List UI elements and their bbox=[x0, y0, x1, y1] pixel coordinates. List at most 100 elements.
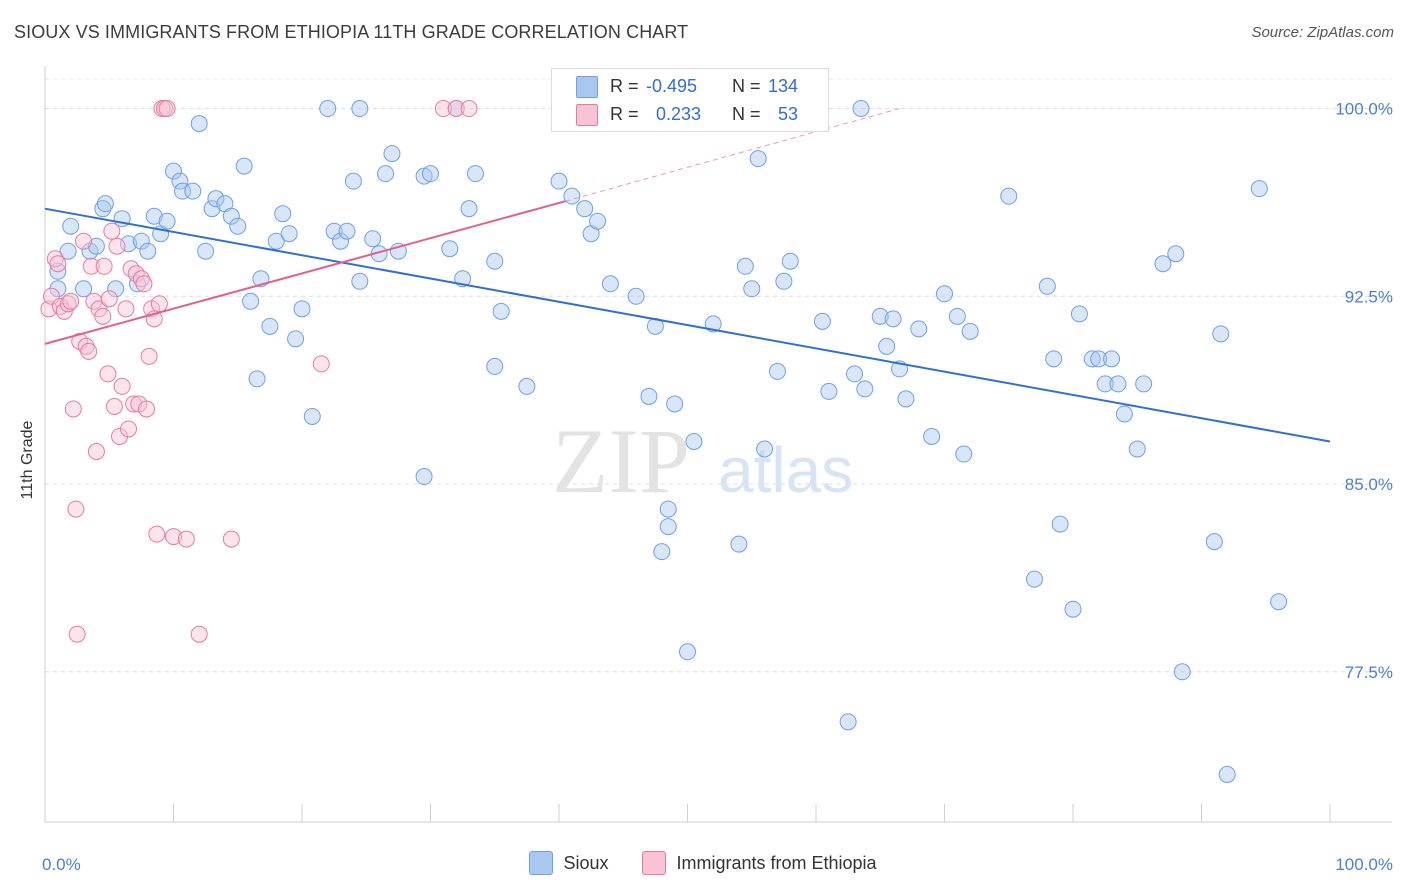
trend-lines bbox=[44, 108, 1331, 443]
sioux-point bbox=[486, 357, 504, 375]
ethiopia-point bbox=[460, 100, 478, 118]
sioux-point bbox=[730, 535, 748, 553]
sioux-point bbox=[1250, 180, 1268, 198]
ethiopia-point bbox=[158, 100, 176, 118]
sioux-point bbox=[158, 212, 176, 230]
sioux-point bbox=[936, 285, 953, 303]
sioux-point bbox=[749, 150, 767, 168]
ethiopia-point bbox=[46, 250, 64, 268]
sioux-point bbox=[743, 280, 761, 298]
sioux-point bbox=[550, 172, 568, 190]
sioux-point bbox=[871, 307, 889, 325]
sioux-point bbox=[1045, 350, 1063, 368]
sioux-point bbox=[659, 500, 677, 518]
sioux-point bbox=[441, 240, 459, 258]
sioux-point bbox=[190, 115, 208, 133]
stats-n-label: N = bbox=[732, 103, 761, 124]
sioux-point bbox=[222, 207, 240, 225]
tick-labels: 77.5% 85.0% 92.5% 100.0% 0.0% 100.0% bbox=[42, 100, 1393, 874]
ethiopia-point bbox=[447, 100, 465, 118]
sioux-point bbox=[235, 157, 253, 175]
sioux-point bbox=[492, 302, 510, 320]
ethiopia-point bbox=[135, 275, 153, 293]
legend-label-sioux: Sioux bbox=[563, 852, 609, 873]
ethiopia-point bbox=[49, 255, 67, 273]
sioux-point bbox=[165, 162, 182, 180]
sioux-point bbox=[1109, 375, 1127, 393]
sioux-point bbox=[107, 280, 125, 298]
sioux-point bbox=[627, 287, 645, 305]
ethiopia-point bbox=[138, 400, 156, 418]
ethiopia-point bbox=[105, 397, 123, 415]
stats-swatch-ethiopia bbox=[576, 104, 598, 126]
sioux-point bbox=[1212, 325, 1230, 343]
stats-r-label: R = bbox=[610, 103, 639, 124]
ethiopia-point bbox=[75, 232, 93, 250]
sioux-point bbox=[1025, 570, 1043, 588]
sioux-point bbox=[145, 207, 163, 225]
sioux-point bbox=[910, 320, 928, 338]
sioux-point bbox=[666, 395, 684, 413]
sioux-point bbox=[248, 370, 266, 388]
sioux-point bbox=[589, 212, 607, 230]
sioux-point bbox=[229, 217, 247, 235]
ethiopia-point bbox=[100, 290, 118, 308]
ethiopia-point bbox=[150, 295, 168, 313]
ethiopia-point bbox=[140, 347, 158, 365]
sioux-point bbox=[75, 280, 93, 298]
axes bbox=[44, 66, 1392, 823]
sioux-point bbox=[207, 190, 225, 208]
sioux-trend-line bbox=[44, 207, 1331, 443]
stats-r-value: 0.233 bbox=[656, 103, 702, 124]
sioux-point bbox=[303, 407, 321, 425]
sioux-point bbox=[132, 232, 150, 250]
sioux-point bbox=[332, 232, 350, 250]
sioux-point bbox=[242, 292, 260, 310]
sioux-point bbox=[1218, 765, 1236, 783]
sioux-point bbox=[377, 165, 395, 183]
sioux-point bbox=[679, 643, 696, 661]
ethiopia-point bbox=[64, 400, 82, 418]
sioux-point bbox=[1096, 375, 1114, 393]
sioux-point bbox=[1128, 440, 1146, 458]
sioux-point bbox=[1103, 350, 1121, 368]
sioux-point bbox=[756, 440, 774, 458]
sioux-point bbox=[781, 252, 799, 270]
sioux-point bbox=[852, 100, 870, 118]
sioux-point bbox=[338, 222, 356, 240]
ethiopia-point bbox=[222, 530, 240, 548]
sioux-point bbox=[325, 222, 343, 240]
ethiopia-point bbox=[87, 443, 105, 461]
sioux-point bbox=[878, 337, 896, 355]
sioux-point bbox=[59, 242, 77, 260]
sioux-point bbox=[685, 432, 703, 450]
sioux-point bbox=[383, 145, 401, 163]
ethiopia-point bbox=[103, 222, 121, 240]
y-axis-label: 11th Grade bbox=[19, 420, 36, 500]
sioux-point bbox=[267, 232, 285, 250]
ethiopia-point bbox=[132, 270, 150, 288]
sioux-point bbox=[351, 272, 369, 290]
sioux-point bbox=[856, 380, 874, 398]
sioux-point bbox=[184, 182, 202, 200]
sioux-point bbox=[884, 310, 902, 328]
sioux-point bbox=[280, 225, 298, 243]
watermark-zip: ZIP bbox=[552, 410, 690, 512]
ethiopia-point bbox=[165, 528, 182, 546]
sioux-point bbox=[961, 322, 979, 340]
ethiopia-point bbox=[80, 342, 98, 360]
legend-swatch-ethiopia bbox=[642, 851, 667, 875]
sioux-point bbox=[563, 187, 581, 205]
ethiopia-trend-extension bbox=[565, 108, 900, 202]
ethiopia-point bbox=[148, 525, 166, 543]
sioux-point bbox=[1064, 600, 1082, 618]
sioux-point bbox=[768, 362, 786, 380]
y-tick-label: 92.5% bbox=[1345, 287, 1393, 306]
sioux-point bbox=[1070, 305, 1088, 323]
ethiopia-point bbox=[434, 100, 452, 118]
sioux-point bbox=[171, 172, 189, 190]
sioux-point bbox=[415, 468, 433, 486]
chart-title: SIOUX VS IMMIGRANTS FROM ETHIOPIA 11TH G… bbox=[14, 22, 689, 42]
stats-n-value: 53 bbox=[778, 103, 799, 124]
